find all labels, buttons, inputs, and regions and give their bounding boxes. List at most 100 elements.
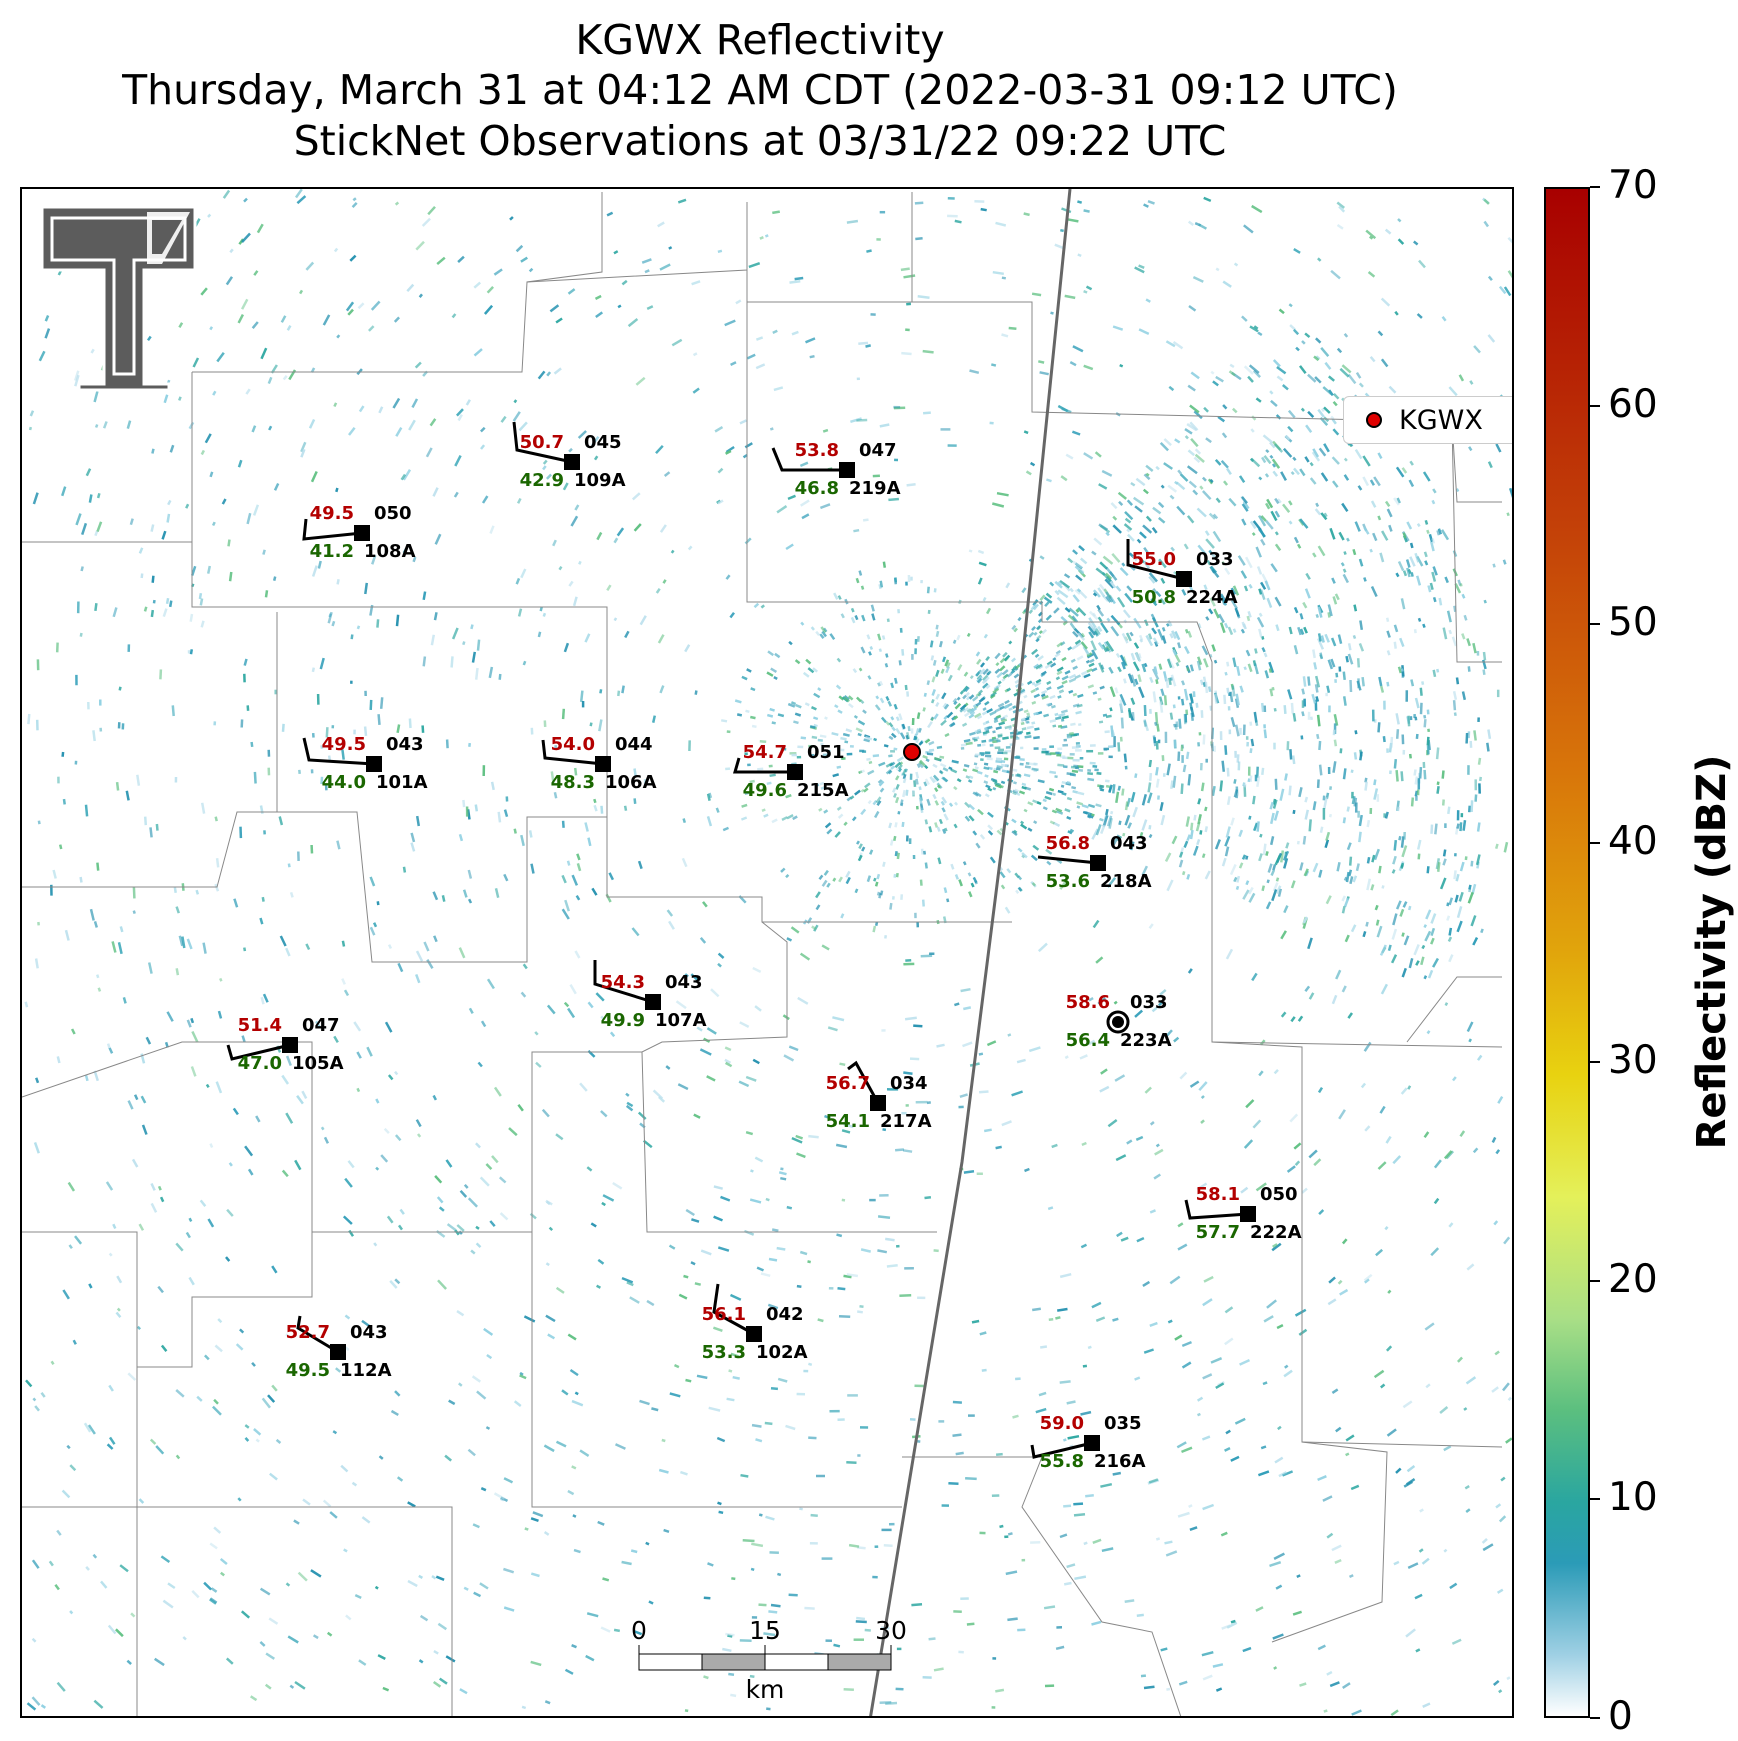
county-borders <box>22 192 1503 1716</box>
wind-barb <box>541 739 604 766</box>
scalebar: 0 15 30 km <box>631 1616 907 1704</box>
station-wind-direction: 042 <box>766 1304 804 1325</box>
colorbar-tick-label: 50 <box>1608 600 1658 646</box>
station-wind-direction: 043 <box>665 972 703 993</box>
station-109A[interactable]: 50.7 045 42.9 109A <box>512 421 626 491</box>
station-id: 218A <box>1100 871 1152 892</box>
station-dewpoint: 53.3 <box>702 1342 746 1363</box>
radar-echoes <box>24 189 1512 1716</box>
ttu-logo <box>40 205 197 392</box>
station-wind-direction: 033 <box>1130 992 1168 1013</box>
station-marker <box>282 1037 298 1053</box>
station-wind-direction: 035 <box>1104 1413 1142 1434</box>
map-canvas: 50.7 045 42.9 109A 53.8 047 46.8 219A 49.5 050 41.… <box>22 189 1512 1716</box>
scalebar-tick-0: 0 <box>631 1616 647 1645</box>
station-marker <box>330 1344 346 1360</box>
legend: KGWX <box>1343 396 1512 444</box>
station-wind-direction: 051 <box>807 742 845 763</box>
station-219A[interactable]: 53.8 047 46.8 219A <box>771 440 901 499</box>
station-dewpoint: 55.8 <box>1040 1451 1084 1472</box>
station-216A[interactable]: 59.0 035 55.8 216A <box>1030 1413 1146 1472</box>
station-marker <box>595 756 611 772</box>
chart-subtitle-time: Thursday, March 31 at 04:12 AM CDT (2022… <box>122 66 1398 114</box>
station-102A[interactable]: 56.1 042 53.3 102A <box>702 1283 808 1363</box>
chart-subtitle-obs: StickNet Observations at 03/31/22 09:22 … <box>293 117 1227 165</box>
station-dewpoint: 44.0 <box>322 772 366 793</box>
station-wind-direction: 043 <box>386 734 424 755</box>
station-marker <box>1090 855 1106 871</box>
state-border <box>869 189 1072 1716</box>
station-temperature: 54.0 <box>551 734 595 755</box>
station-108A[interactable]: 49.5 050 41.2 108A <box>302 503 416 562</box>
station-id: 106A <box>605 772 657 793</box>
station-temperature: 51.4 <box>238 1015 282 1036</box>
wind-barb <box>302 518 363 541</box>
station-dewpoint: 53.6 <box>1046 871 1090 892</box>
station-id: 216A <box>1094 1451 1146 1472</box>
station-temperature: 56.8 <box>1046 833 1090 854</box>
station-222A[interactable]: 58.1 050 57.7 222A <box>1184 1184 1302 1243</box>
station-marker <box>787 764 803 780</box>
colorbar-tick-mark <box>1590 1717 1600 1719</box>
station-temperature: 49.5 <box>322 734 366 755</box>
legend-label: KGWX <box>1399 405 1483 436</box>
colorbar-tick-mark <box>1590 186 1600 188</box>
wind-barb <box>296 1315 339 1354</box>
station-dewpoint: 47.0 <box>238 1053 282 1074</box>
wind-barb <box>226 1043 291 1061</box>
station-temperature: 58.1 <box>1196 1184 1240 1205</box>
station-layer: 50.7 045 42.9 109A 53.8 047 46.8 219A 49.5 050 41.… <box>226 421 1302 1472</box>
station-dewpoint: 50.8 <box>1132 587 1176 608</box>
station-107A[interactable]: 54.3 043 49.9 107A <box>593 960 707 1031</box>
station-id: 215A <box>797 780 849 801</box>
station-dewpoint: 49.9 <box>601 1010 645 1031</box>
colorbar-tick-label: 20 <box>1608 1256 1658 1302</box>
radar-site[interactable] <box>903 743 921 761</box>
station-marker <box>1084 1435 1100 1451</box>
station-217A[interactable]: 56.7 034 54.1 217A <box>826 1060 932 1132</box>
station-dewpoint: 56.4 <box>1066 1030 1110 1051</box>
station-wind-direction: 050 <box>374 503 412 524</box>
station-wind-direction: 044 <box>615 734 653 755</box>
station-marker <box>645 994 661 1010</box>
station-224A[interactable]: 55.0 033 50.8 224A <box>1126 539 1238 608</box>
wind-barb <box>847 1060 880 1104</box>
station-218A[interactable]: 56.8 043 53.6 218A <box>1037 833 1152 892</box>
station-dewpoint: 54.1 <box>826 1111 870 1132</box>
station-105A[interactable]: 51.4 047 47.0 105A <box>226 1015 344 1074</box>
wind-barb <box>1037 855 1099 865</box>
station-101A[interactable]: 49.5 043 44.0 101A <box>302 734 428 793</box>
station-wind-direction: 050 <box>1260 1184 1298 1205</box>
station-223A[interactable]: 58.6 033 56.4 223A <box>1066 992 1172 1051</box>
station-id: 223A <box>1120 1030 1172 1051</box>
station-215A[interactable]: 54.7 051 49.6 215A <box>733 742 849 801</box>
wind-barb <box>593 960 654 1004</box>
scalebar-unit: km <box>746 1675 785 1704</box>
station-id: 102A <box>756 1342 808 1363</box>
wind-barb <box>512 421 573 464</box>
station-106A[interactable]: 54.0 044 48.3 106A <box>541 734 657 793</box>
station-temperature: 56.7 <box>826 1073 870 1094</box>
colorbar-tick-mark <box>1590 1060 1600 1063</box>
station-temperature: 50.7 <box>520 432 564 453</box>
colorbar-tick-mark <box>1590 1279 1600 1282</box>
station-wind-direction: 043 <box>1110 833 1148 854</box>
station-marker <box>1240 1206 1256 1222</box>
wind-barb <box>302 737 375 766</box>
station-marker <box>354 525 370 541</box>
colorbar-tick-label: 0 <box>1608 1694 1633 1739</box>
station-wind-direction: 047 <box>302 1015 340 1036</box>
station-marker <box>1176 571 1192 587</box>
scalebar-tick-30: 30 <box>875 1616 907 1645</box>
station-dewpoint: 46.8 <box>795 478 839 499</box>
colorbar <box>1544 187 1590 1718</box>
station-id: 108A <box>364 541 416 562</box>
station-dewpoint: 42.9 <box>520 470 564 491</box>
station-112A[interactable]: 52.7 043 49.5 112A <box>286 1315 392 1381</box>
station-id: 219A <box>849 478 901 499</box>
station-temperature: 58.6 <box>1066 992 1110 1013</box>
station-temperature: 55.0 <box>1132 549 1176 570</box>
station-id: 217A <box>880 1111 932 1132</box>
station-marker <box>564 454 580 470</box>
wind-barb <box>1184 1199 1249 1220</box>
